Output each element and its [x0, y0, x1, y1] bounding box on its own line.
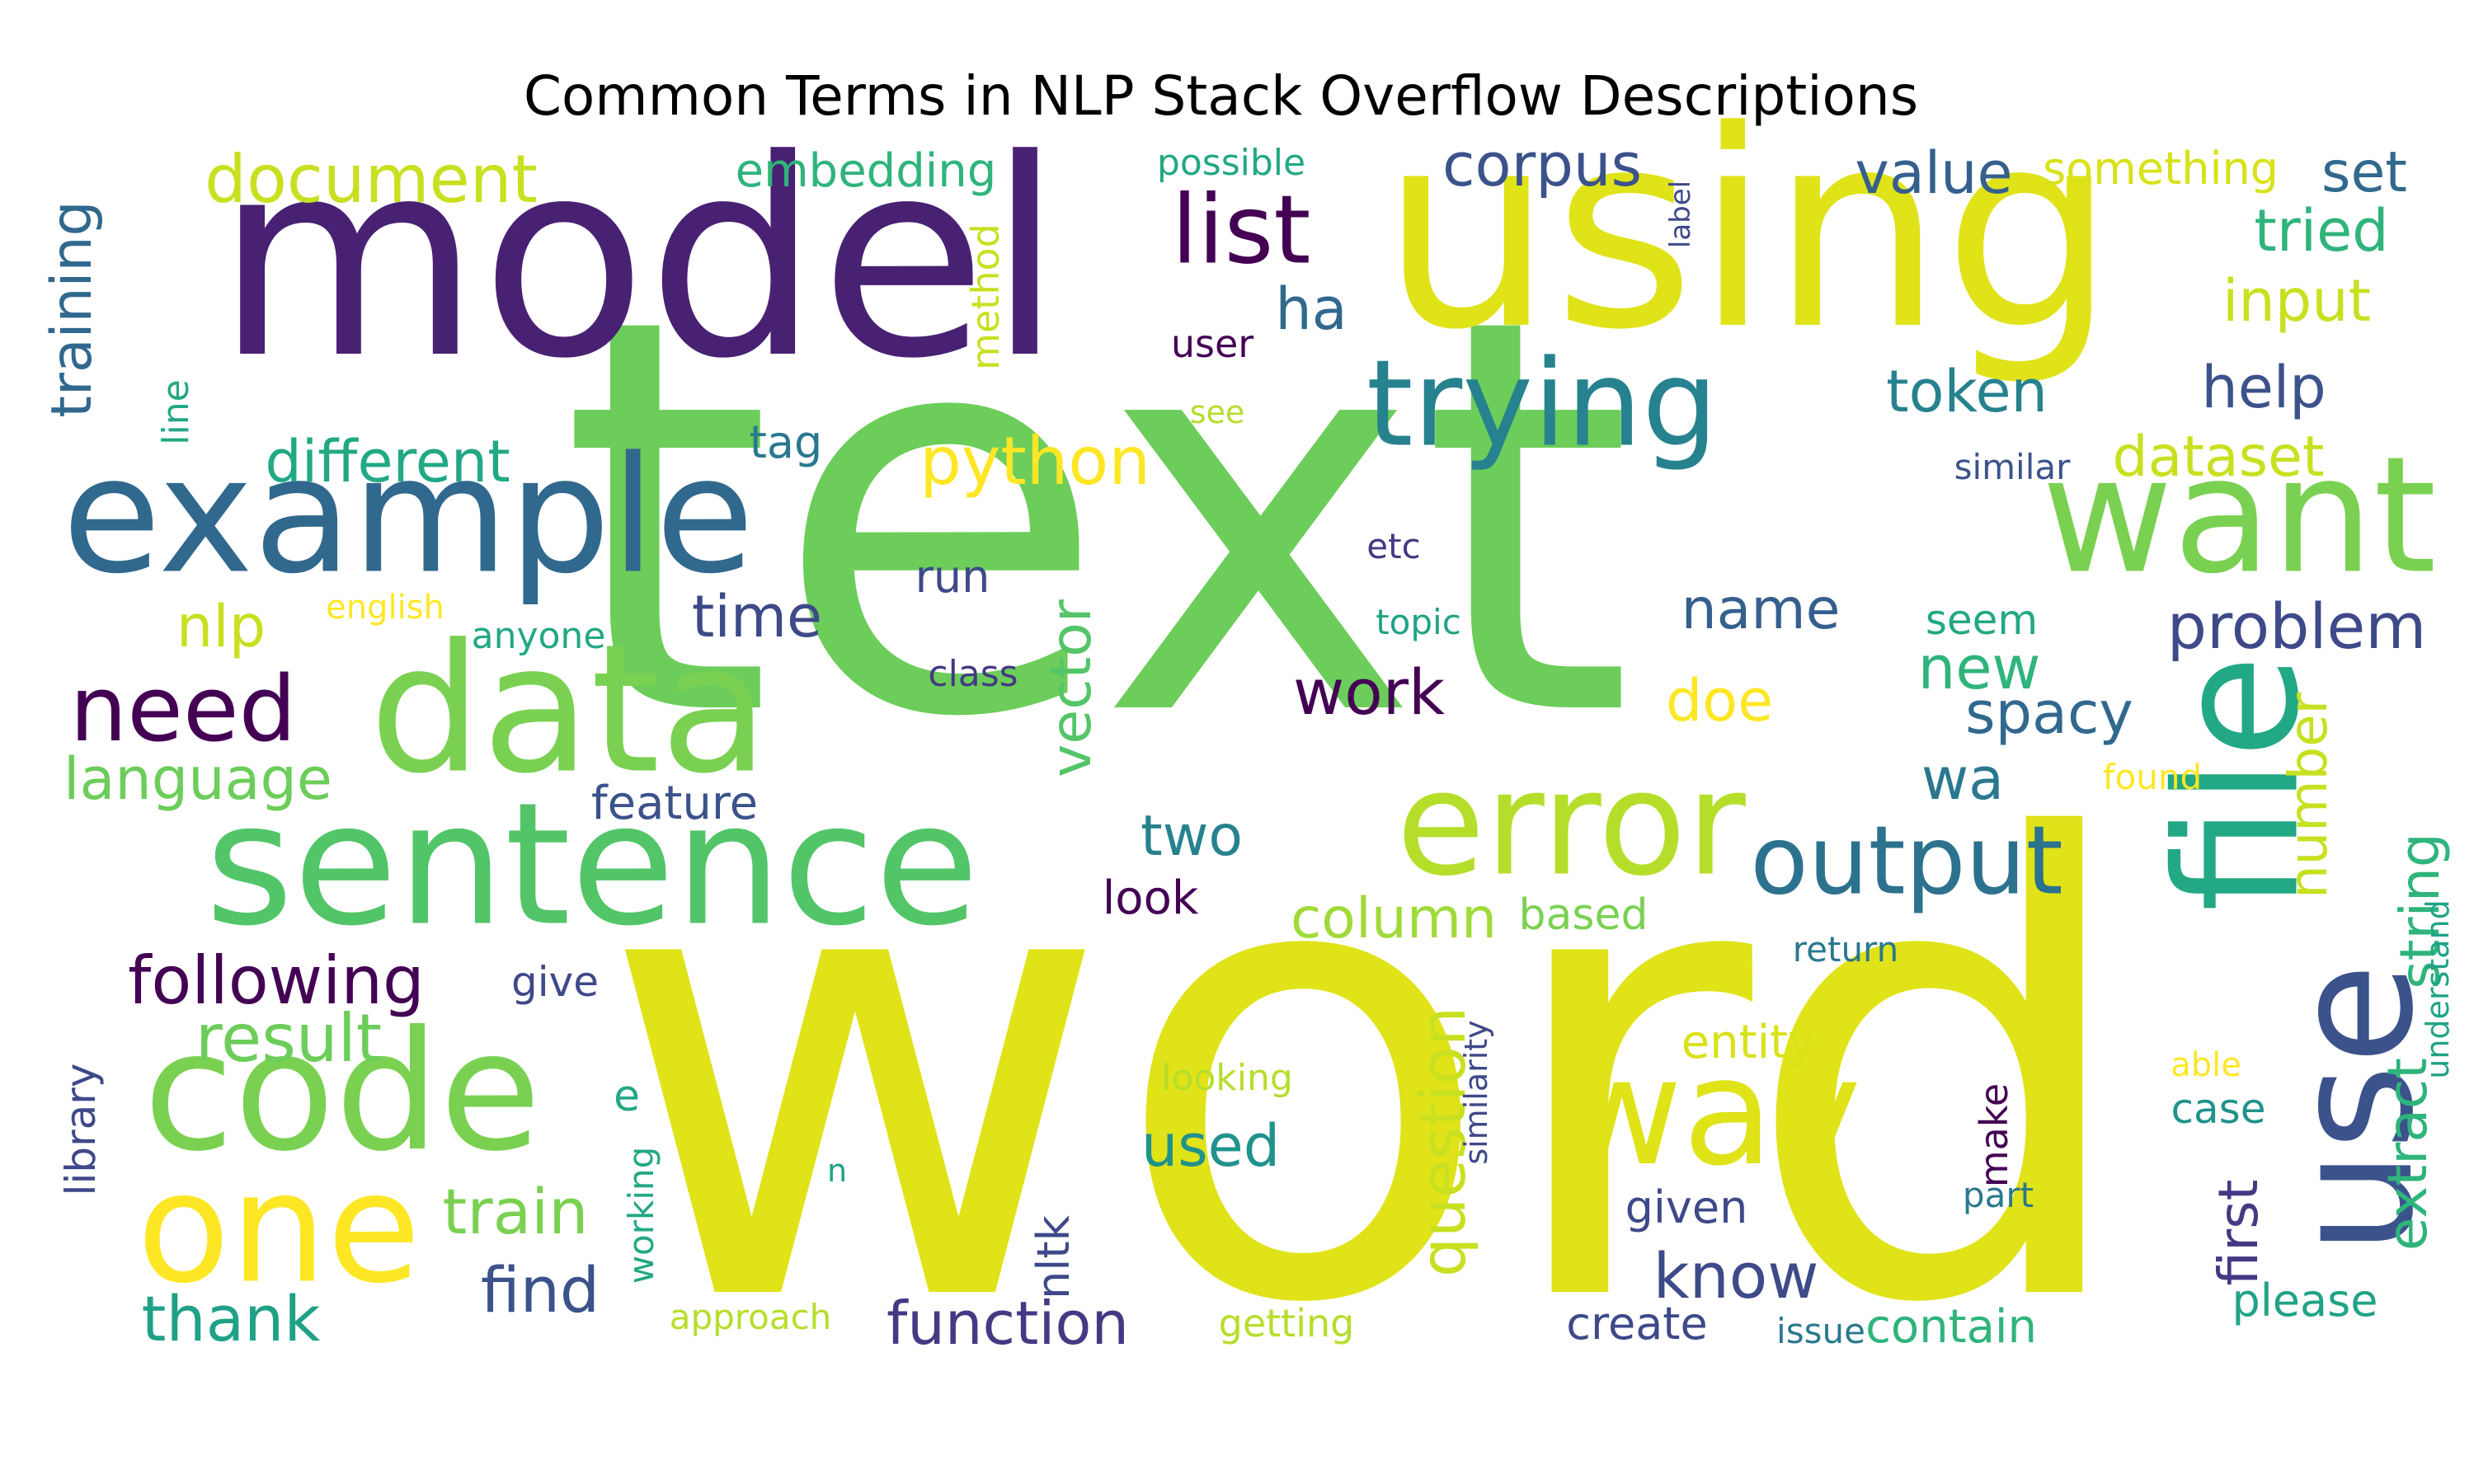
word-etc: etc — [1366, 526, 1421, 566]
word-e: e — [614, 1072, 640, 1121]
word-topic: topic — [1376, 602, 1461, 642]
word-seem: seem — [1925, 596, 2039, 644]
word-getting: getting — [1218, 1301, 1355, 1345]
word-similar: similar — [1954, 447, 2071, 487]
word-anyone: anyone — [471, 615, 606, 657]
word-similarity: similarity — [1458, 1020, 1494, 1165]
word-wa: wa — [1921, 745, 2005, 813]
word-class: class — [928, 653, 1018, 695]
word-following: following — [128, 942, 425, 1019]
word-word: word — [598, 711, 2140, 1440]
word-train: train — [442, 1175, 589, 1248]
word-issue: issue — [1776, 1311, 1865, 1351]
word-using: using — [1380, 73, 2116, 389]
word-method: method — [963, 223, 1008, 370]
word-one: one — [136, 1139, 421, 1317]
word-n: n — [826, 1153, 848, 1189]
word-something: something — [2043, 143, 2279, 195]
word-set: set — [2321, 140, 2407, 205]
word-english: english — [326, 589, 444, 627]
word-vector: vector — [1039, 599, 1104, 777]
word-time: time — [691, 583, 823, 650]
word-find: find — [480, 1253, 600, 1327]
word-new: new — [1917, 633, 2041, 702]
word-part: part — [1962, 1175, 2034, 1215]
word-model: model — [215, 101, 1063, 418]
word-way: way — [1560, 1026, 1862, 1199]
word-ha: ha — [1275, 275, 1348, 343]
word-run: run — [915, 551, 990, 603]
word-possible: possible — [1156, 142, 1306, 184]
word-python: python — [920, 423, 1150, 500]
word-function: function — [886, 1289, 1130, 1358]
word-output: output — [1750, 805, 2063, 917]
word-number: number — [2279, 693, 2340, 899]
word-data: data — [369, 605, 769, 813]
word-spacy: spacy — [1965, 679, 2133, 747]
word-two: two — [1141, 804, 1243, 869]
word-looking: looking — [1161, 1057, 1293, 1099]
word-document: document — [205, 141, 538, 218]
word-able: able — [2171, 1046, 2241, 1084]
word-line: line — [155, 379, 197, 445]
word-different: different — [265, 428, 510, 495]
word-code: code — [143, 996, 542, 1188]
word-feature: feature — [590, 777, 759, 830]
word-sentence: sentence — [205, 767, 980, 964]
word-want: want — [2041, 421, 2437, 609]
word-create: create — [1566, 1298, 1708, 1350]
word-training: training — [40, 200, 105, 418]
word-return: return — [1792, 929, 1899, 970]
word-token: token — [1886, 358, 2048, 425]
word-please: please — [2232, 1275, 2378, 1327]
word-based: based — [1518, 890, 1649, 940]
word-doe: doe — [1665, 667, 1774, 735]
word-thank: thank — [141, 1282, 321, 1355]
word-approach: approach — [669, 1297, 832, 1337]
word-user: user — [1170, 322, 1254, 366]
word-entity: entity — [1681, 1016, 1816, 1069]
word-column: column — [1290, 886, 1498, 951]
word-case: case — [2171, 1085, 2266, 1133]
word-list: list — [1171, 175, 1311, 286]
word-extract: extract — [2376, 1057, 2439, 1252]
word-see: see — [1189, 394, 1245, 430]
word-give: give — [511, 958, 599, 1006]
word-dataset: dataset — [2112, 425, 2325, 490]
word-work: work — [1293, 655, 1445, 729]
word-example: example — [62, 421, 755, 609]
word-need: need — [69, 656, 297, 762]
word-tried: tried — [2254, 197, 2389, 265]
word-name: name — [1681, 577, 1841, 642]
word-tag: tag — [749, 416, 823, 468]
word-look: look — [1102, 871, 1199, 925]
chart-title: Common Terms in NLP Stack Overflow Descr… — [523, 64, 1919, 128]
word-understand: understand — [2420, 899, 2456, 1079]
word-nlp: nlp — [176, 593, 266, 660]
word-text: text — [559, 202, 1634, 836]
word-nltk: nltk — [1028, 1215, 1079, 1299]
word-make: make — [1972, 1082, 2016, 1188]
word-contain: contain — [1865, 1300, 2037, 1354]
word-language: language — [63, 745, 332, 813]
word-label: label — [1664, 180, 1697, 249]
word-problem: problem — [2166, 589, 2427, 663]
word-working: working — [621, 1146, 661, 1284]
word-value: value — [1855, 139, 2013, 207]
word-first: first — [2207, 1179, 2270, 1286]
word-used: used — [1141, 1112, 1281, 1180]
word-error: error — [1396, 740, 1746, 909]
word-help: help — [2201, 354, 2326, 421]
word-know: know — [1653, 1239, 1819, 1313]
word-given: given — [1625, 1181, 1748, 1233]
word-embedding: embedding — [735, 144, 997, 198]
word-trying: trying — [1366, 334, 1719, 474]
word-library: library — [57, 1063, 105, 1196]
word-input: input — [2222, 267, 2372, 335]
word-found: found — [2102, 757, 2203, 797]
word-corpus: corpus — [1442, 130, 1643, 200]
word-result: result — [195, 1000, 383, 1077]
